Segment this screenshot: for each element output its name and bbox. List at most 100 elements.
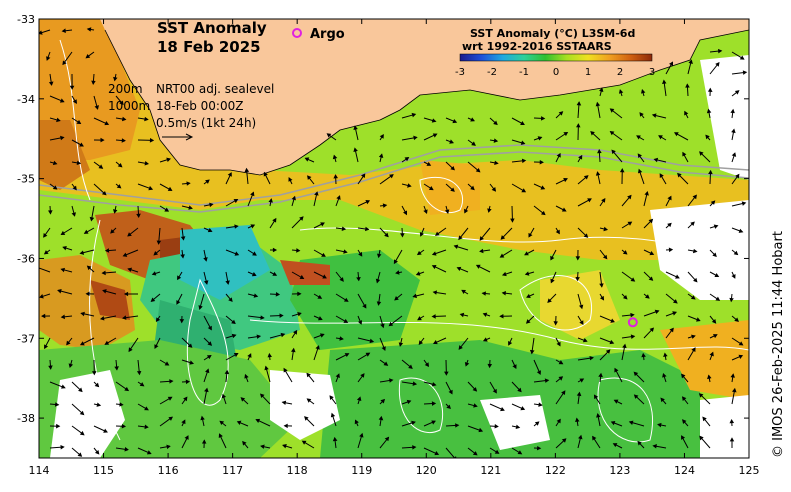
current-arrow-head [714,273,720,277]
current-arrow-head [734,90,740,95]
current-arrow-head [247,353,252,358]
current-arrow-head [360,373,365,378]
current-arrow-head [611,149,616,155]
current-arrow-head [493,120,498,126]
current-arrow-head [207,341,213,346]
current-arrow-head [610,420,616,426]
current-arrow-head [59,98,65,103]
current-arrow-head [576,101,582,106]
current-arrow-head [252,251,257,256]
y-tick-label: -34 [17,93,35,106]
current-arrow-head [589,355,594,361]
current-arrow-head [595,171,601,176]
current-arrow-head [730,108,735,114]
current-arrow-head [605,349,611,354]
current-arrow-head [524,251,529,256]
current-arrow-head [579,320,584,325]
current-arrow [445,447,456,458]
current-arrow-head [658,135,663,140]
current-arrow-head [68,363,74,368]
current-arrow-head [89,216,95,222]
y-tick-label: -36 [17,252,35,265]
current-arrow-head [380,323,385,329]
current-arrow-head [52,160,58,166]
current-arrow-head [155,317,161,322]
current-arrow-head [711,318,717,324]
current-arrow-head [578,304,584,310]
x-tick-label: 120 [416,464,437,477]
current-arrow-head [729,418,735,424]
current-arrow-head [395,270,400,275]
current-arrow-head [57,289,62,294]
current-arrow-head [283,367,288,373]
current-arrow-head [61,384,66,389]
current-arrow-head [649,251,655,256]
current-arrow-head [731,387,737,393]
current-arrow-head [297,291,302,297]
current-arrow-head [693,277,698,283]
current-arrow-head [741,201,747,206]
current-arrow-head [179,319,185,324]
current-arrow-head [734,317,740,322]
current-arrow-head [164,361,170,366]
current-arrow-head [536,445,542,451]
current-arrow-head [264,365,269,371]
current-arrow-head [268,198,273,203]
current-arrow-head [77,452,83,457]
x-tick-label: 115 [93,464,114,477]
current-arrow-head [521,188,527,193]
current-arrow-head [333,174,338,179]
current-arrow-head [731,152,737,157]
depth-label-1000m: 1000m [108,99,150,113]
current-arrow-head [256,334,262,339]
current-arrow-head [681,435,686,440]
current-arrow-head [553,321,558,326]
current-arrow-head [177,275,182,281]
current-arrow-head [528,232,533,238]
current-arrow-head [618,89,624,94]
x-tick-label: 125 [739,464,760,477]
current-arrow-head [482,312,488,317]
current-arrow-head [41,313,46,319]
current-arrow-head [205,368,210,374]
current-arrow-head [60,230,66,236]
current-arrow-head [233,353,239,357]
current-arrow-head [71,212,76,217]
current-arrow-head [673,132,679,137]
current-arrow-head [563,177,568,183]
current-arrow-head [156,240,162,245]
current-arrow-head [85,291,90,297]
current-arrow-head [343,318,349,323]
current-arrow-head [444,371,449,376]
current-arrow-head [520,140,526,145]
current-arrow-head [209,202,214,208]
current-arrow-head [641,352,646,358]
current-arrow-head [432,340,438,345]
current-arrow-head [455,423,460,428]
current-arrow-head [94,382,100,388]
current-arrow-head [378,153,384,158]
current-arrow-head [563,131,569,137]
current-arrow-head [416,250,422,256]
current-arrow-head [500,406,505,412]
current-arrow-head [705,134,710,140]
current-arrow-head [613,399,619,404]
current-arrow-head [231,319,236,325]
current-arrow-head [339,277,344,282]
current-arrow-head [637,168,643,174]
current-arrow-head [76,119,82,125]
current-arrow-head [341,226,347,231]
x-tick-label: 123 [609,464,630,477]
current-arrow-head [326,133,332,138]
current-arrow-head [154,344,159,349]
plot-frame [38,18,750,459]
current-arrow-head [446,404,451,410]
current-arrow-head [556,418,561,424]
current-arrow-head [470,185,475,191]
current-arrow-head [317,294,323,299]
current-arrow-head [525,319,531,324]
current-arrow-head [501,291,506,296]
current-arrow-head [478,427,484,433]
current-arrow-head [240,397,246,402]
current-arrow-head [540,210,546,216]
